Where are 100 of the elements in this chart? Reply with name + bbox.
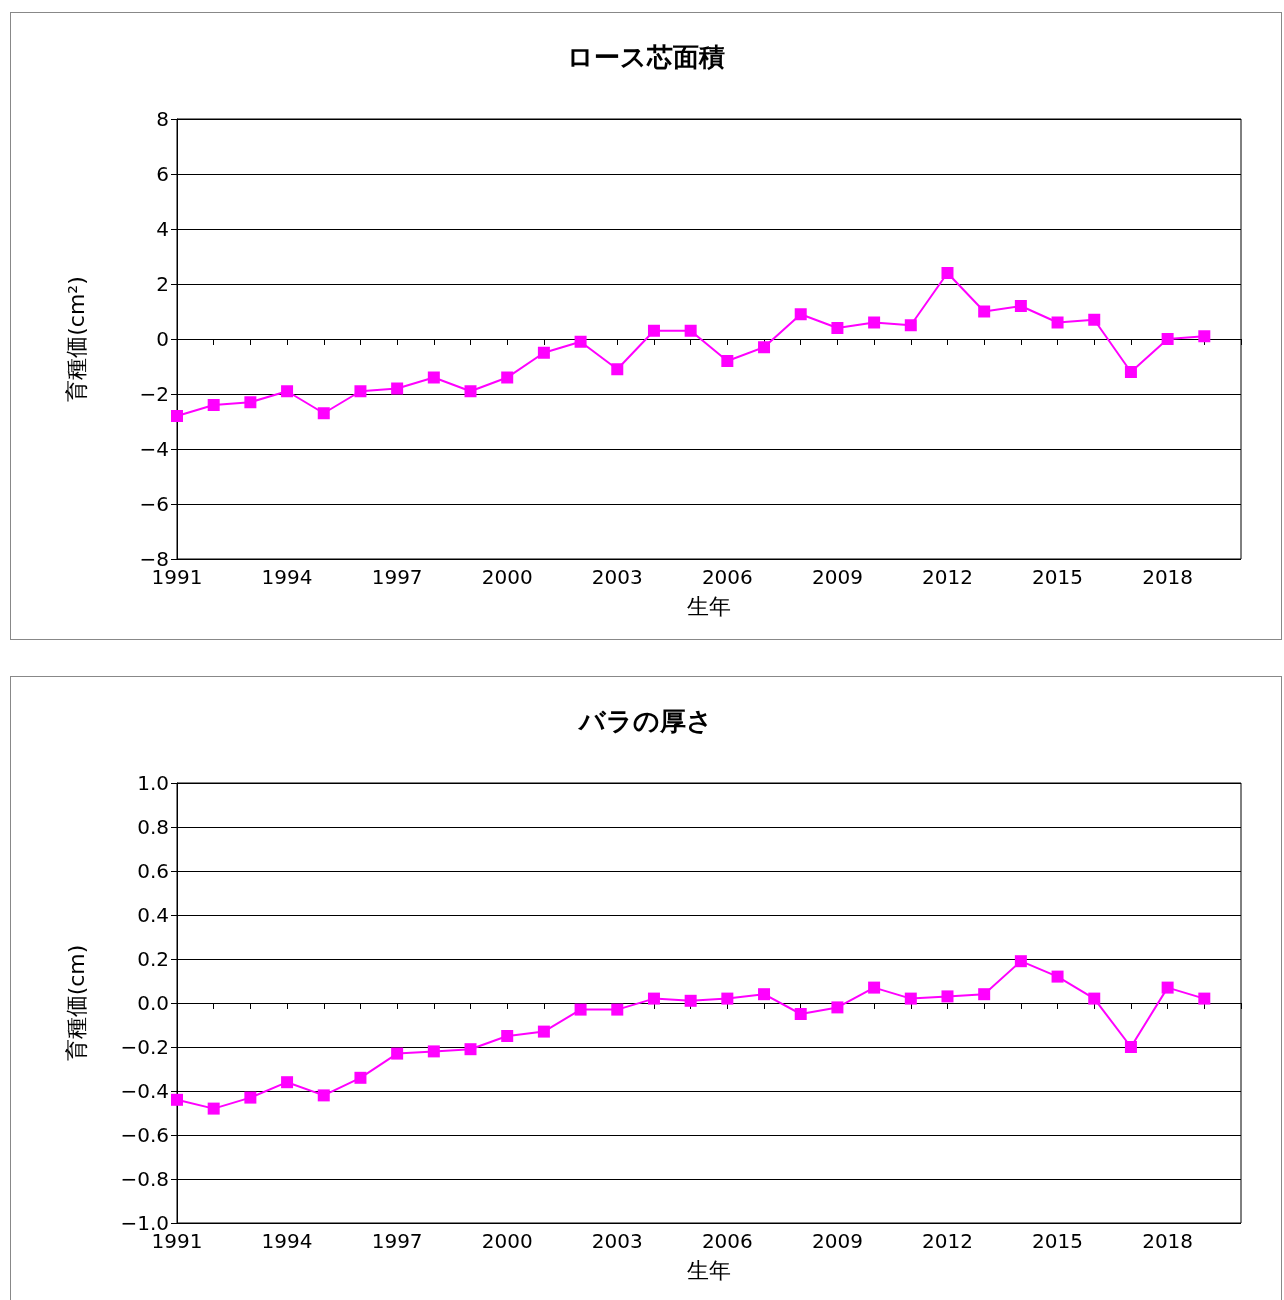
y-tick-label: −0.4 (120, 1079, 169, 1103)
point (1161, 981, 1174, 994)
point (537, 1025, 550, 1038)
x-tick-label: 1994 (261, 565, 313, 589)
x-tick-label: 2006 (701, 1229, 753, 1253)
point (794, 1008, 807, 1020)
point (868, 316, 881, 329)
y-tick-label: −0.2 (120, 1035, 169, 1059)
point (831, 1001, 844, 1014)
point (978, 988, 991, 1001)
y-tick-label: 0.8 (137, 815, 169, 839)
point (978, 305, 991, 318)
point (941, 990, 954, 1003)
point (171, 410, 183, 422)
y-axis-title: 育種価(cm²) (63, 276, 89, 402)
point (684, 324, 697, 337)
y-tick-label: 0.0 (137, 991, 169, 1015)
x-tick-label: 2015 (1032, 565, 1083, 589)
point (171, 1093, 183, 1106)
x-tick-label: 2009 (811, 1229, 863, 1253)
point (611, 363, 624, 376)
y-tick-label: 1.0 (137, 771, 169, 795)
y-axis-title: 育種価(cm) (63, 944, 89, 1062)
point (244, 1091, 257, 1104)
y-tick-label: 0 (156, 327, 169, 351)
point (537, 346, 550, 359)
point (464, 385, 477, 398)
point (391, 1047, 404, 1060)
x-tick-label: 2000 (481, 565, 533, 589)
point (1198, 330, 1211, 343)
y-tick-label: 0.4 (137, 903, 169, 927)
y-tick-label: −4 (139, 437, 169, 461)
point (427, 371, 440, 384)
x-tick-label: 2012 (922, 1229, 973, 1253)
point (904, 319, 917, 332)
point (721, 992, 734, 1005)
point (831, 322, 844, 334)
point (244, 396, 257, 409)
point (1014, 300, 1027, 312)
point (1014, 955, 1027, 968)
point (941, 267, 954, 279)
x-tick-label: 2018 (1142, 1229, 1194, 1253)
point (758, 988, 771, 1001)
y-tick-label: 8 (156, 107, 169, 131)
point (281, 385, 294, 398)
point (758, 341, 771, 354)
y-tick-label: 2 (156, 272, 169, 296)
point (317, 1089, 330, 1102)
chart-title: ロース芯面積 (567, 42, 725, 72)
point (391, 382, 404, 395)
point (317, 407, 330, 420)
point (354, 1071, 367, 1084)
point (464, 1043, 477, 1056)
point (574, 1003, 587, 1016)
x-tick-label: 1997 (371, 565, 423, 589)
y-tick-label: 0.6 (137, 859, 169, 883)
x-tick-label: 2009 (811, 565, 863, 589)
point (207, 399, 220, 411)
y-tick-label: −2 (139, 382, 169, 406)
y-tick-label: 4 (156, 217, 169, 241)
point (501, 371, 514, 384)
point (684, 994, 697, 1007)
point (647, 324, 660, 337)
point (904, 992, 917, 1005)
point (1161, 333, 1174, 345)
point (501, 1030, 514, 1042)
point (207, 1102, 220, 1115)
x-tick-label: 2000 (481, 1229, 533, 1253)
x-tick-label: 2003 (591, 1229, 643, 1253)
point (721, 355, 734, 367)
x-tick-label: 2018 (1142, 565, 1194, 589)
point (1198, 992, 1211, 1005)
point (647, 992, 660, 1005)
point (1088, 313, 1101, 326)
point (354, 385, 367, 398)
x-tick-label: 1997 (371, 1229, 423, 1253)
point (1124, 1041, 1137, 1053)
chart-title: バラの厚さ (577, 706, 713, 736)
y-tick-label: −0.6 (120, 1123, 169, 1147)
x-axis-title: 生年 (687, 1257, 731, 1283)
y-tick-label: 0.2 (137, 947, 169, 971)
point (1088, 992, 1101, 1005)
point (1124, 366, 1137, 378)
y-tick-label: −6 (139, 492, 169, 516)
point (868, 981, 881, 994)
x-tick-label: 2003 (591, 565, 643, 589)
point (1051, 316, 1064, 329)
x-tick-label: 2012 (922, 565, 973, 589)
point (1051, 970, 1064, 983)
y-tick-label: 6 (156, 162, 169, 186)
x-tick-label: 1994 (261, 1229, 313, 1253)
x-axis-title: 生年 (687, 593, 731, 619)
x-tick-label: 2015 (1032, 1229, 1083, 1253)
point (427, 1045, 440, 1058)
point (611, 1003, 624, 1016)
y-tick-label: −0.8 (120, 1167, 169, 1191)
x-tick-label: 2006 (701, 565, 753, 589)
point (281, 1076, 294, 1089)
point (574, 335, 587, 348)
point (794, 308, 807, 321)
